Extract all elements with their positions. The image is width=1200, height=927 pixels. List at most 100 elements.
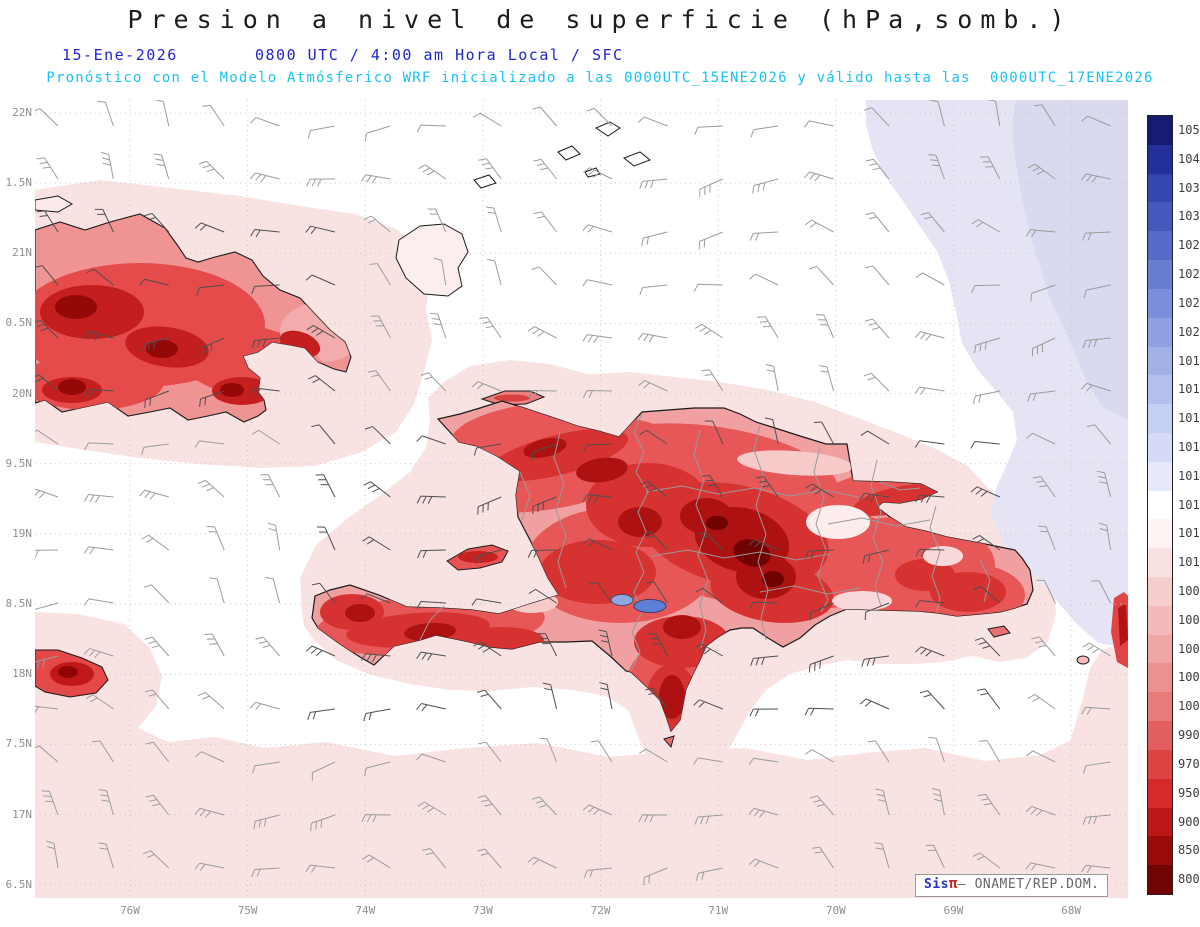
wind-barb — [369, 263, 391, 286]
forecast-time: 0800 UTC / 4:00 am Hora Local / SFC — [255, 46, 624, 64]
wind-barb — [531, 443, 557, 461]
wind-barb — [863, 372, 890, 392]
wind-barb — [267, 522, 281, 551]
wind-barb — [315, 474, 336, 498]
wind-barb — [251, 337, 280, 349]
lon-tick-label: 76W — [120, 904, 140, 917]
wind-barb — [141, 443, 169, 455]
wind-barb — [416, 753, 446, 763]
wind-barb — [416, 435, 446, 445]
colorbar-segment — [1148, 577, 1172, 606]
wind-barb — [1032, 476, 1056, 498]
wind-barb — [704, 420, 724, 445]
wind-barb — [83, 598, 114, 606]
wind-barb — [582, 494, 613, 503]
wind-barb — [364, 125, 391, 142]
wind-barb — [642, 531, 668, 551]
tortuga-shading — [494, 394, 530, 402]
wind-barb — [251, 867, 280, 878]
wind-barb — [364, 425, 391, 445]
colorbar-value: 1004 — [1178, 641, 1200, 656]
wind-barb — [527, 389, 557, 398]
wind-barb — [364, 761, 391, 777]
wind-barb — [206, 526, 225, 551]
wind-barb — [860, 430, 890, 445]
wind-barb — [764, 417, 779, 445]
colorbar-value: 1008 — [1178, 584, 1200, 599]
wind-barb — [1081, 706, 1111, 715]
colorbar-segment — [1148, 634, 1172, 664]
wind-barb — [476, 689, 502, 710]
wind-barb — [420, 372, 447, 392]
colorbar-value: 1017 — [1178, 411, 1200, 426]
lat-tick-label: 21N — [12, 246, 32, 260]
wind-barb — [310, 814, 336, 832]
colorbar-value: 1016 — [1178, 439, 1200, 454]
turks-island — [594, 121, 621, 137]
wind-barb — [865, 158, 890, 180]
landmasses — [35, 121, 1090, 749]
wind-barb — [643, 867, 668, 886]
wind-barb — [537, 633, 558, 657]
lat-tick-label: 6.5N — [5, 877, 33, 891]
colorbar-segment — [1148, 288, 1172, 318]
colorbar-segment — [1148, 116, 1172, 145]
model-info-line: Pronóstico con el Modelo Atmósferico WRF… — [46, 70, 1154, 86]
wind-barb — [84, 494, 114, 503]
wind-barb — [749, 273, 779, 286]
wind-barb — [977, 688, 1001, 710]
colorbar-value: 1010 — [1178, 555, 1200, 570]
wind-barb — [532, 106, 557, 127]
wind-barb — [1082, 337, 1111, 349]
wind-barb — [699, 178, 724, 198]
wind-barb — [583, 538, 613, 551]
wind-barb — [750, 655, 779, 667]
wind-barb — [582, 224, 613, 233]
wind-barb — [864, 107, 890, 127]
wind-barb — [35, 374, 59, 392]
wind-barb — [972, 852, 1001, 869]
colorbar-value: 950 — [1178, 785, 1200, 800]
lat-tick-label: 1.5N — [5, 176, 33, 190]
wind-barb — [98, 842, 114, 869]
wind-barb — [864, 318, 890, 339]
wind-barb — [874, 842, 890, 869]
colorbar-value: 1025 — [1178, 267, 1200, 282]
wind-barb — [809, 602, 834, 621]
colorbar-segment — [1148, 605, 1172, 635]
wind-barb — [35, 265, 59, 286]
wind-barb — [590, 740, 613, 763]
colorbar-segment — [1148, 663, 1172, 693]
colorbar-segment — [1148, 519, 1172, 549]
wind-barb — [252, 761, 280, 774]
wind-barb — [100, 151, 114, 180]
colorbar-segment — [1148, 346, 1172, 376]
watermark-pi-icon: π — [948, 876, 958, 892]
wind-barb — [416, 651, 446, 661]
wind-barb — [864, 602, 890, 621]
watermark-brand: Sis — [924, 877, 949, 892]
wind-barb — [474, 549, 502, 565]
wind-barb — [533, 211, 557, 233]
wind-barb — [532, 496, 557, 515]
wind-barb — [194, 862, 225, 871]
wind-barb — [360, 174, 391, 184]
wind-barb — [361, 814, 391, 823]
wind-barb — [694, 814, 723, 825]
colorbar-segment — [1148, 144, 1172, 174]
wind-barb — [83, 546, 114, 555]
wind-barb — [805, 749, 834, 763]
wind-barb — [694, 125, 723, 135]
wind-barb — [805, 549, 834, 559]
wind-barb — [307, 708, 336, 721]
wind-barb — [305, 225, 336, 234]
colorbar-value: 900 — [1178, 814, 1200, 829]
wind-barb — [1038, 525, 1056, 551]
colorbar-value: 1000 — [1178, 699, 1200, 714]
wind-barb — [867, 740, 890, 763]
wind-barb — [98, 789, 114, 816]
wind-barb — [1082, 642, 1111, 657]
wind-barb — [316, 526, 336, 551]
wind-barb — [35, 429, 59, 445]
wind-barb — [639, 178, 668, 190]
